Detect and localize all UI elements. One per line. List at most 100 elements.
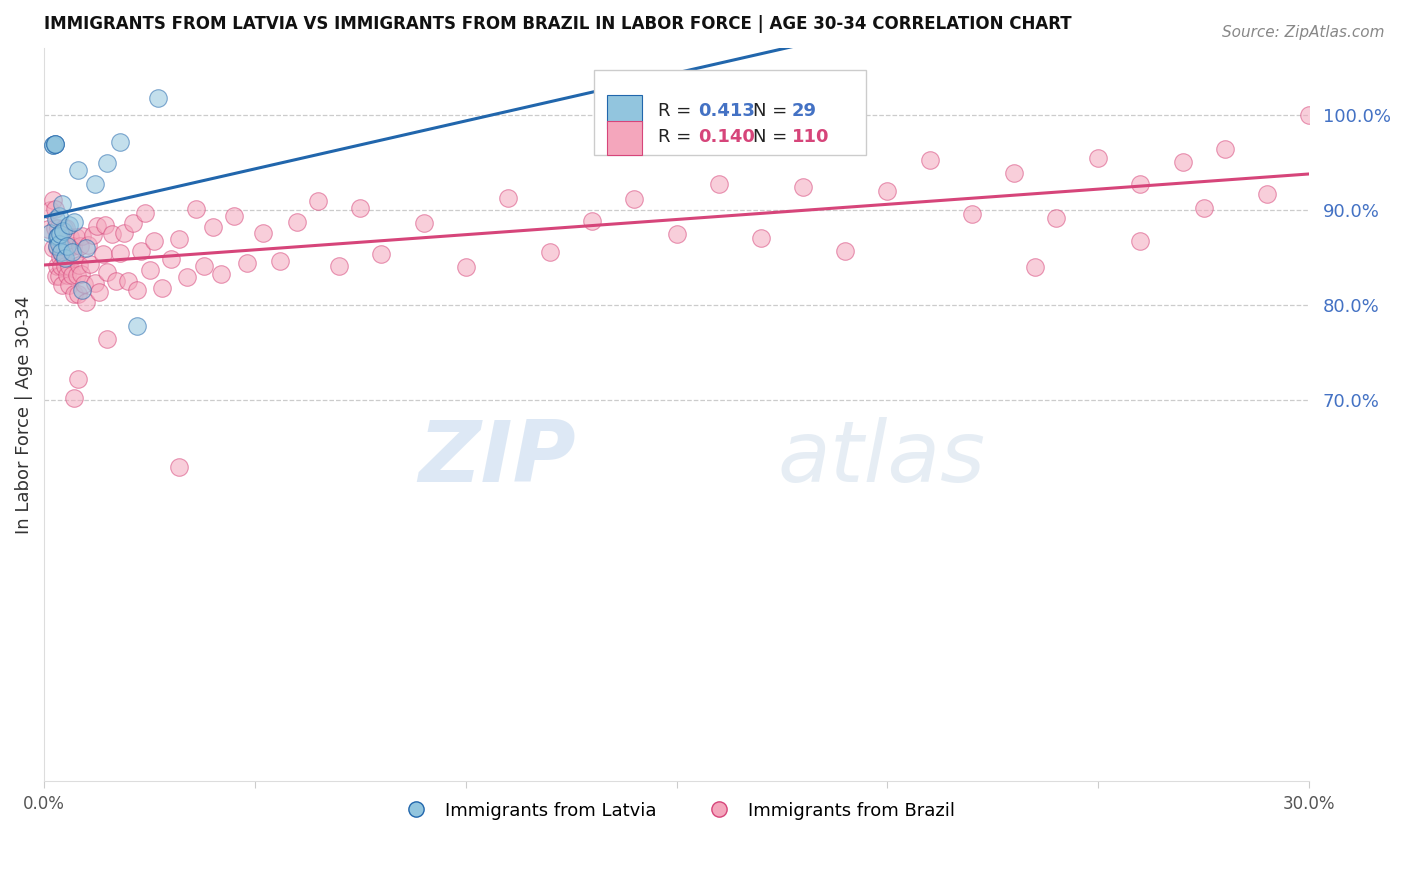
Point [58, 239, 80, 253]
Point [125, 319, 148, 334]
Point [62, 214, 84, 228]
Point [252, 227, 274, 241]
Point [235, 256, 257, 270]
Point [77, 238, 100, 252]
Point [55, 220, 77, 235]
Point [94, 218, 117, 232]
Legend: Immigrants from Latvia, Immigrants from Brazil: Immigrants from Latvia, Immigrants from … [391, 795, 963, 827]
Point [1192, 201, 1215, 215]
Point [66, 286, 89, 301]
Point [66, 163, 89, 178]
Point [82, 228, 104, 243]
Point [48, 237, 70, 252]
Point [49, 245, 72, 260]
Point [53, 240, 76, 254]
Point [454, 260, 477, 275]
Point [67, 258, 90, 272]
Point [134, 206, 156, 220]
Point [62, 239, 84, 253]
Point [1256, 186, 1278, 201]
Point [41, 193, 63, 207]
Point [269, 253, 291, 268]
Point [100, 227, 122, 242]
Point [59, 230, 82, 244]
Bar [607, 121, 643, 154]
Point [51, 278, 73, 293]
Point [167, 460, 190, 475]
Point [960, 207, 983, 221]
Point [117, 274, 139, 288]
Point [1171, 154, 1194, 169]
Point [91, 246, 114, 260]
Point [1129, 177, 1152, 191]
Point [52, 224, 75, 238]
Point [44, 221, 66, 235]
Point [87, 285, 110, 299]
Point [1045, 211, 1067, 225]
Point [53, 259, 76, 273]
Point [44, 202, 66, 217]
Point [44, 136, 66, 151]
Point [53, 251, 76, 265]
Point [707, 177, 730, 191]
Point [45, 239, 67, 253]
Text: 29: 29 [792, 103, 817, 120]
Text: 0.140: 0.140 [699, 128, 755, 146]
Point [56, 239, 79, 253]
Point [138, 262, 160, 277]
Point [83, 177, 105, 191]
Point [876, 184, 898, 198]
Y-axis label: In Labor Force | Age 30-34: In Labor Force | Age 30-34 [15, 295, 32, 534]
Text: Source: ZipAtlas.com: Source: ZipAtlas.com [1222, 25, 1385, 40]
Point [222, 210, 245, 224]
Point [42, 241, 65, 255]
Point [1213, 142, 1236, 156]
Point [70, 283, 93, 297]
Point [328, 260, 350, 274]
Point [75, 295, 97, 310]
Point [39, 226, 62, 240]
Text: 0.413: 0.413 [699, 103, 755, 120]
Point [45, 229, 67, 244]
Point [46, 221, 69, 235]
Point [58, 277, 80, 292]
Point [349, 201, 371, 215]
Point [792, 180, 814, 194]
Point [86, 219, 108, 233]
Point [749, 231, 772, 245]
Point [104, 275, 127, 289]
Point [581, 213, 603, 227]
Point [370, 247, 392, 261]
Text: 110: 110 [792, 128, 830, 146]
Text: atlas: atlas [778, 417, 986, 500]
Point [108, 245, 131, 260]
Point [167, 232, 190, 246]
Point [45, 240, 67, 254]
Point [41, 138, 63, 153]
Point [834, 244, 856, 258]
Point [70, 267, 93, 281]
FancyBboxPatch shape [595, 70, 866, 154]
Point [412, 215, 434, 229]
Point [96, 265, 118, 279]
Point [125, 283, 148, 297]
Point [129, 244, 152, 259]
Point [58, 219, 80, 233]
Point [1002, 166, 1025, 180]
Point [48, 268, 70, 283]
Point [53, 220, 76, 235]
Text: N =: N = [752, 128, 793, 146]
Point [108, 135, 131, 149]
Point [52, 250, 75, 264]
Point [51, 196, 73, 211]
Point [45, 211, 67, 226]
Point [159, 252, 181, 266]
Point [44, 136, 66, 151]
Point [96, 155, 118, 169]
Point [62, 286, 84, 301]
Bar [607, 95, 643, 129]
Point [69, 239, 91, 253]
Point [121, 216, 143, 230]
Point [42, 137, 65, 152]
Point [83, 276, 105, 290]
